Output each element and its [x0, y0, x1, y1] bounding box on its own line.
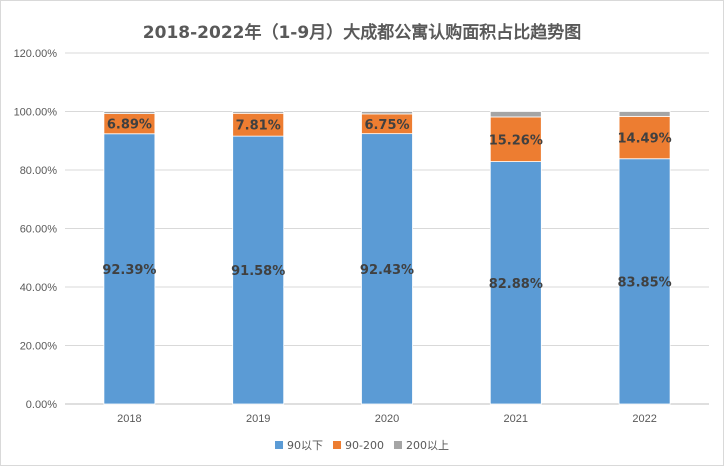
data-label: 6.89%: [107, 118, 152, 133]
bar-segment: [232, 135, 285, 405]
legend-swatch[interactable]: [275, 441, 284, 449]
bar-segment: [361, 133, 413, 405]
y-tick-label: 20.00%: [20, 341, 58, 353]
chart-title: 2018-2022年（1-9月）大成都公寓认购面积占比趋势图: [143, 22, 581, 43]
bars: [103, 111, 671, 405]
y-tick-label: 80.00%: [20, 165, 58, 177]
y-tick-label: 60.00%: [20, 224, 58, 236]
data-label: 14.49%: [618, 132, 672, 147]
y-axis-ticks: 0.00% 20.00% 40.00% 60.00% 80.00% 100.00% 120.…: [14, 48, 58, 411]
data-label: 83.85%: [618, 275, 672, 290]
x-tick-label: 2020: [375, 413, 399, 425]
y-tick-label: 100.00%: [14, 107, 58, 119]
bar-segment: [489, 116, 542, 162]
bar-segment: [489, 161, 542, 405]
bar-segment: [618, 158, 671, 405]
y-tick-label: 40.00%: [20, 282, 58, 294]
legend-swatch[interactable]: [393, 441, 402, 449]
x-tick-label: 2021: [504, 413, 528, 425]
legend[interactable]: 90以下 90-200 200以上: [275, 439, 449, 452]
legend-swatch[interactable]: [333, 441, 342, 449]
x-tick-label: 2019: [246, 413, 270, 425]
x-tick-label: 2022: [632, 413, 656, 425]
data-labels: 92.39% 6.89% 91.58% 7.81% 92.43% 6.75% 82.88% 1…: [102, 118, 671, 292]
bar-segment: [103, 133, 156, 405]
legend-label[interactable]: 200以上: [406, 439, 449, 452]
legend-label[interactable]: 90-200: [345, 439, 384, 452]
y-tick-label: 0.00%: [26, 399, 57, 411]
data-label: 92.43%: [360, 263, 414, 278]
bar-segment: [618, 111, 671, 117]
bar-segment: [361, 111, 413, 115]
legend-label[interactable]: 90以下: [287, 439, 323, 452]
bar-segment: [489, 111, 542, 118]
data-label: 7.81%: [236, 119, 281, 134]
data-label: 91.58%: [231, 264, 285, 279]
data-label: 6.75%: [364, 118, 409, 133]
y-tick-label: 120.00%: [14, 48, 58, 60]
bar-segment: [232, 111, 285, 114]
x-tick-label: 2018: [117, 413, 141, 425]
data-label: 92.39%: [102, 263, 156, 278]
data-label: 82.88%: [489, 277, 543, 292]
x-axis-ticks: 2018 2019 2020 2021 2022: [117, 413, 657, 425]
bar-segment: [103, 111, 156, 115]
data-label: 15.26%: [489, 133, 543, 148]
